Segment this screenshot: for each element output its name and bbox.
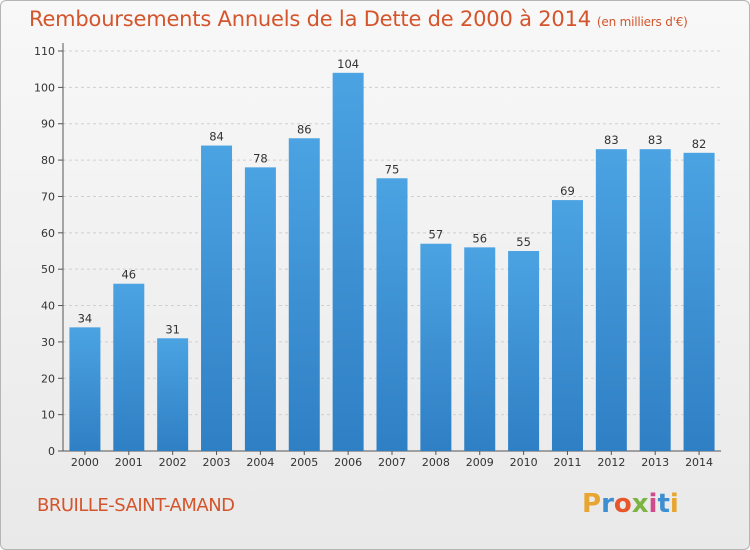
bar — [420, 243, 452, 451]
logo-letter: i — [669, 489, 679, 519]
y-tick-label: 30 — [41, 336, 55, 349]
logo-letter: P — [582, 489, 602, 519]
bar — [639, 149, 671, 451]
data-label: 55 — [516, 235, 531, 249]
logo-letter: t — [657, 489, 670, 519]
bar — [551, 200, 583, 451]
data-label: 56 — [472, 231, 487, 245]
logo-letter: i — [648, 489, 658, 519]
data-label: 57 — [429, 228, 444, 242]
logo-letter: x — [631, 489, 649, 519]
bar — [288, 138, 320, 452]
data-label: 83 — [648, 133, 663, 147]
data-label: 84 — [209, 130, 224, 144]
x-tick-label: 2014 — [685, 456, 713, 469]
chart-title-unit: (en milliers d'€) — [596, 15, 688, 29]
y-tick-label: 60 — [41, 227, 55, 240]
y-tick-label: 20 — [41, 372, 55, 385]
chart-title: Remboursements Annuels de la Dette de 20… — [29, 7, 688, 31]
y-tick-label: 70 — [41, 190, 55, 203]
x-tick-label: 2002 — [159, 456, 187, 469]
logo-letter: r — [601, 489, 614, 519]
commune-name: BRUILLE-SAINT-AMAND — [37, 495, 235, 516]
y-tick-label: 10 — [41, 409, 55, 422]
x-tick-label: 2008 — [422, 456, 450, 469]
y-tick-label: 90 — [41, 118, 55, 131]
x-tick-label: 2009 — [466, 456, 494, 469]
bar — [508, 251, 540, 451]
x-tick-label: 2001 — [115, 456, 143, 469]
bar — [376, 178, 408, 452]
data-label: 104 — [337, 57, 359, 71]
data-label: 46 — [121, 268, 136, 282]
y-tick-label: 110 — [34, 45, 55, 58]
bar — [157, 338, 189, 451]
bar — [201, 145, 233, 451]
data-label: 69 — [560, 184, 575, 198]
data-label: 86 — [297, 122, 312, 136]
x-tick-label: 2007 — [378, 456, 406, 469]
bar — [244, 167, 276, 451]
x-tick-label: 2013 — [641, 456, 669, 469]
bar — [683, 152, 715, 451]
y-tick-label: 80 — [41, 154, 55, 167]
bar — [464, 247, 496, 451]
x-tick-label: 2000 — [71, 456, 99, 469]
x-tick-label: 2005 — [290, 456, 318, 469]
x-tick-label: 2011 — [553, 456, 581, 469]
data-label: 34 — [78, 311, 93, 325]
y-tick-label: 50 — [41, 263, 55, 276]
chart-title-main: Remboursements Annuels de la Dette de 20… — [29, 7, 591, 31]
data-label: 82 — [692, 137, 707, 151]
data-label: 78 — [253, 151, 268, 165]
x-tick-label: 2010 — [510, 456, 538, 469]
x-tick-label: 2006 — [334, 456, 362, 469]
data-label: 75 — [385, 162, 400, 176]
x-tick-label: 2004 — [246, 456, 274, 469]
proxiti-logo: Proxiti — [582, 489, 679, 519]
bar — [69, 327, 101, 451]
bar — [113, 283, 145, 451]
y-tick-label: 0 — [48, 445, 55, 458]
y-tick-label: 100 — [34, 81, 55, 94]
bar — [595, 149, 627, 451]
bar — [332, 72, 364, 452]
x-tick-label: 2012 — [597, 456, 625, 469]
data-label: 83 — [604, 133, 619, 147]
x-tick-label: 2003 — [203, 456, 231, 469]
logo-letter: o — [613, 489, 632, 519]
y-tick-label: 40 — [41, 300, 55, 313]
data-label: 31 — [165, 322, 180, 336]
